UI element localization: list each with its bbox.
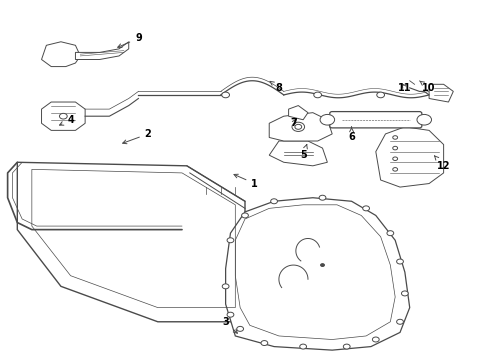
Text: 10: 10	[419, 81, 436, 93]
Circle shape	[292, 122, 305, 131]
Text: 3: 3	[222, 317, 237, 333]
Polygon shape	[269, 113, 332, 141]
FancyBboxPatch shape	[330, 112, 422, 128]
Circle shape	[227, 238, 234, 243]
Text: 4: 4	[60, 115, 74, 125]
Polygon shape	[376, 127, 443, 187]
Circle shape	[363, 206, 369, 211]
Polygon shape	[429, 84, 453, 102]
Circle shape	[261, 341, 268, 346]
Text: 2: 2	[122, 129, 151, 144]
Polygon shape	[289, 105, 308, 120]
Text: 11: 11	[398, 83, 412, 93]
Polygon shape	[17, 162, 245, 322]
Circle shape	[372, 337, 379, 342]
Circle shape	[242, 213, 248, 218]
Circle shape	[393, 146, 397, 150]
Polygon shape	[75, 42, 129, 59]
Circle shape	[417, 114, 432, 125]
Circle shape	[270, 199, 277, 204]
Text: 6: 6	[348, 127, 355, 143]
Circle shape	[396, 319, 403, 324]
Circle shape	[343, 344, 350, 349]
Circle shape	[396, 259, 403, 264]
Circle shape	[393, 168, 397, 171]
Polygon shape	[269, 141, 327, 166]
Circle shape	[222, 92, 229, 98]
Circle shape	[227, 312, 234, 317]
Circle shape	[295, 124, 302, 129]
Circle shape	[393, 157, 397, 161]
Polygon shape	[42, 42, 80, 67]
Circle shape	[314, 92, 321, 98]
Circle shape	[320, 264, 324, 266]
Circle shape	[387, 231, 394, 236]
Text: 9: 9	[118, 33, 142, 48]
Text: 7: 7	[290, 118, 297, 128]
Circle shape	[320, 114, 335, 125]
Text: 8: 8	[270, 81, 282, 93]
Text: 5: 5	[300, 144, 307, 160]
Circle shape	[300, 344, 307, 349]
Text: 1: 1	[234, 174, 258, 189]
Circle shape	[393, 136, 397, 139]
Polygon shape	[225, 198, 410, 350]
Circle shape	[59, 113, 67, 119]
Circle shape	[319, 195, 326, 200]
Circle shape	[377, 92, 385, 98]
Circle shape	[222, 284, 229, 289]
Text: 12: 12	[435, 156, 450, 171]
Circle shape	[237, 327, 244, 331]
Polygon shape	[42, 102, 85, 130]
Circle shape	[401, 291, 408, 296]
